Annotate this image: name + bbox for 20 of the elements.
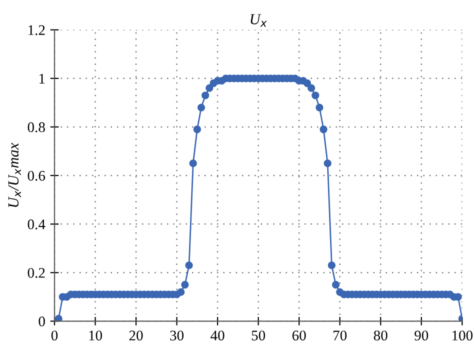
y-tick-label: 0 xyxy=(38,316,45,326)
x-tick-label: 40 xyxy=(210,330,224,340)
x-tick-label: 80 xyxy=(374,330,388,340)
x-tick-label: 60 xyxy=(292,330,306,340)
y-tick-label: 0.8 xyxy=(28,122,45,132)
chart-title: U$_{x}$ xyxy=(250,14,267,27)
x-tick-label: 10 xyxy=(89,330,102,340)
x-tick-label: 100 xyxy=(452,330,473,340)
x-tick-label: 50 xyxy=(252,330,266,340)
x-tick-label: 20 xyxy=(129,330,143,340)
y-tick-label: 0.6 xyxy=(28,170,46,181)
x-tick-label: 0 xyxy=(51,330,58,340)
y-tick-label: 0.2 xyxy=(28,268,45,278)
y-axis-title: U$_{x}$/U$_{x}$max xyxy=(8,142,21,207)
y-tick-label: 1 xyxy=(39,74,45,84)
x-tick-label: 70 xyxy=(334,330,347,340)
y-tick-label: 0.4 xyxy=(28,219,46,230)
x-tick-label: 90 xyxy=(414,330,428,340)
y-tick-label: 1.2 xyxy=(28,25,45,36)
x-tick-label: 30 xyxy=(170,330,184,340)
